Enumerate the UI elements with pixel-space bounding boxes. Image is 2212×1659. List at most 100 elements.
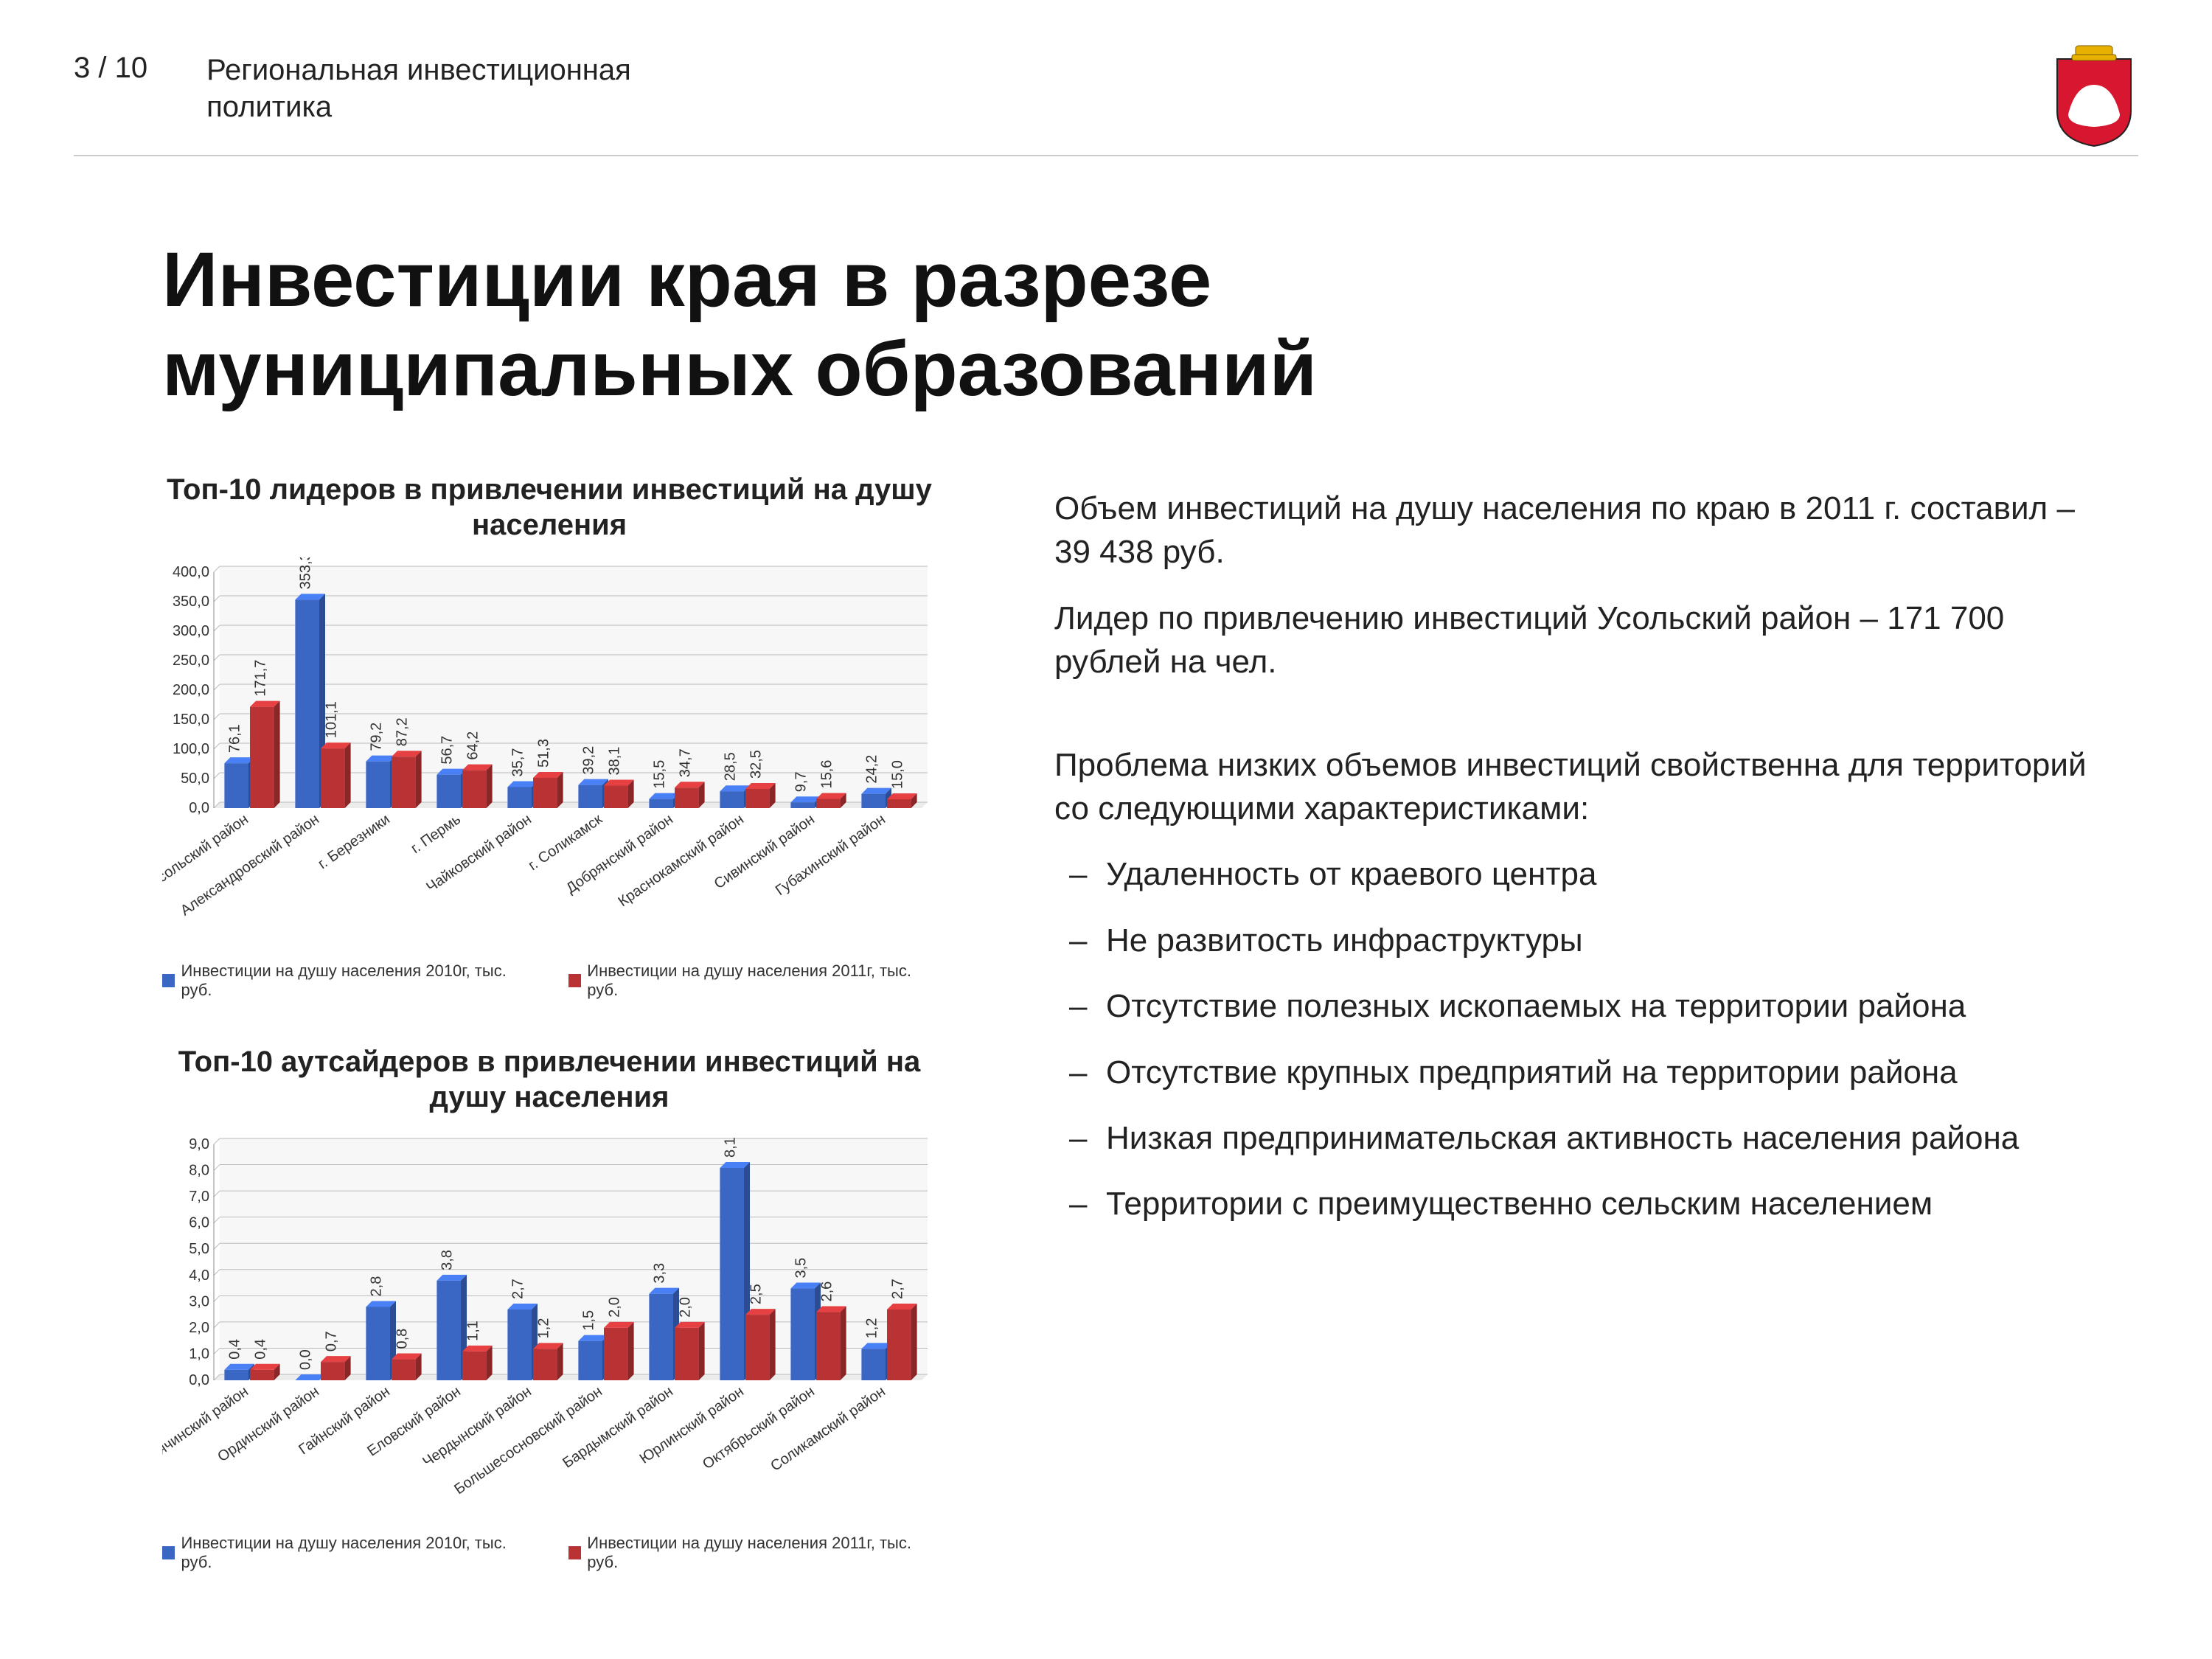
slide-title: Инвестиции края в разрезе муниципальных …: [162, 236, 1317, 414]
svg-text:Александровский район: Александровский район: [178, 811, 322, 919]
svg-text:3,8: 3,8: [439, 1250, 456, 1270]
svg-text:5,0: 5,0: [189, 1241, 209, 1257]
svg-text:2,8: 2,8: [369, 1276, 385, 1297]
svg-text:0,0: 0,0: [189, 1372, 209, 1388]
problems-list-item: Удаленность от краевого центра: [1106, 852, 2087, 896]
svg-text:39,2: 39,2: [581, 746, 597, 775]
problems-list: Удаленность от краевого центра Не развито…: [1054, 852, 2087, 1225]
svg-text:4,0: 4,0: [189, 1267, 209, 1284]
legend-swatch: [162, 974, 175, 987]
svg-text:7,0: 7,0: [189, 1189, 209, 1205]
svg-text:9,0: 9,0: [189, 1136, 209, 1152]
paragraph-1: Объем инвестиций на душу населения по кр…: [1054, 487, 2087, 574]
legend-swatch: [162, 1546, 175, 1559]
svg-text:г. Березники: г. Березники: [315, 811, 392, 872]
svg-text:2,5: 2,5: [748, 1284, 764, 1304]
problems-list-item: Низкая предпринимательская активность на…: [1106, 1116, 2087, 1160]
problems-list-item: Не развитость инфраструктуры: [1106, 919, 2087, 962]
chart-outsiders-legend: Инвестиции на душу населения 2010г, тыс.…: [162, 1534, 936, 1572]
svg-text:8,0: 8,0: [189, 1163, 209, 1179]
svg-text:51,3: 51,3: [535, 739, 552, 768]
svg-text:2,0: 2,0: [606, 1297, 622, 1318]
problems-list-item: Территории с преимущественно сельским на…: [1106, 1182, 2087, 1225]
svg-text:38,1: 38,1: [606, 747, 622, 776]
text-column: Объем инвестиций на душу населения по кр…: [1054, 487, 2087, 1248]
chart-outsiders: Топ-10 аутсайдеров в привлечении инвести…: [162, 1044, 936, 1572]
svg-text:353,3: 353,3: [298, 557, 314, 589]
svg-text:50,0: 50,0: [181, 771, 209, 787]
svg-text:0,7: 0,7: [323, 1331, 339, 1352]
svg-text:3,0: 3,0: [189, 1293, 209, 1310]
paragraph-2: Лидер по привлечению инвестиций Усольски…: [1054, 597, 2087, 684]
svg-text:2,7: 2,7: [510, 1279, 526, 1299]
chart-leaders-title: Топ-10 лидеров в привлечении инвестиций …: [162, 472, 936, 543]
svg-text:28,5: 28,5: [723, 752, 739, 781]
legend-label: Инвестиции на душу населения 2011г, тыс.…: [587, 961, 936, 1000]
svg-text:32,5: 32,5: [748, 750, 764, 779]
svg-text:350,0: 350,0: [173, 594, 209, 610]
chart-outsiders-title: Топ-10 аутсайдеров в привлечении инвести…: [162, 1044, 936, 1115]
chart-outsiders-svg: 0,0 1,0 2,0 3,0 4,0 5,0 6,0 7,0 8,0 9,0 0,4 0,4 Грем…: [162, 1130, 936, 1528]
chart-leaders-legend: Инвестиции на душу населения 2010г, тыс.…: [162, 961, 936, 1000]
svg-text:0,8: 0,8: [394, 1329, 410, 1349]
legend-item: Инвестиции на душу населения 2010г, тыс.…: [162, 1534, 532, 1572]
legend-label: Инвестиции на душу населения 2010г, тыс.…: [181, 1534, 531, 1572]
svg-text:2,0: 2,0: [189, 1320, 209, 1336]
charts-column: Топ-10 лидеров в привлечении инвестиций …: [162, 472, 936, 1616]
chart-leaders-svg: 0,0 50,0 100,0 150,0 200,0 250,0 300,0 350,0 400…: [162, 557, 936, 956]
svg-text:Соликамский район: Соликамский район: [768, 1383, 888, 1475]
problems-list-item: Отсутствие полезных ископаемых на террит…: [1106, 984, 2087, 1028]
svg-text:15,5: 15,5: [652, 760, 668, 789]
svg-text:400,0: 400,0: [173, 564, 209, 580]
slide-header: 3 / 10 Региональная инвестиционная полит…: [74, 52, 2138, 156]
svg-text:79,2: 79,2: [369, 723, 385, 751]
svg-text:1,1: 1,1: [465, 1321, 481, 1341]
svg-text:1,5: 1,5: [581, 1310, 597, 1331]
title-line-2: муниципальных образований: [162, 325, 1317, 414]
svg-text:8,1: 8,1: [723, 1137, 739, 1158]
problems-intro: Проблема низких объемов инвестиций свойс…: [1054, 743, 2087, 831]
region-crest-icon: [2050, 44, 2138, 151]
svg-text:0,0: 0,0: [189, 800, 209, 816]
page-number: 3 / 10: [74, 52, 147, 85]
svg-text:200,0: 200,0: [173, 682, 209, 698]
svg-text:1,0: 1,0: [189, 1346, 209, 1362]
legend-label: Инвестиции на душу населения 2010г, тыс.…: [181, 961, 531, 1000]
svg-text:Гремячинский район: Гремячинский район: [162, 1383, 251, 1478]
svg-text:300,0: 300,0: [173, 623, 209, 639]
svg-text:24,2: 24,2: [864, 755, 880, 784]
svg-text:1,2: 1,2: [864, 1318, 880, 1339]
svg-text:2,0: 2,0: [677, 1297, 693, 1318]
section-title: Региональная инвестиционная политика: [206, 52, 723, 125]
svg-text:35,7: 35,7: [510, 748, 526, 777]
svg-text:100,0: 100,0: [173, 741, 209, 757]
legend-swatch: [568, 1546, 581, 1559]
svg-text:76,1: 76,1: [227, 724, 243, 753]
svg-text:Краснокамский район: Краснокамский район: [615, 811, 746, 910]
svg-text:1,2: 1,2: [535, 1318, 552, 1339]
svg-text:250,0: 250,0: [173, 653, 209, 669]
svg-text:150,0: 150,0: [173, 712, 209, 728]
chart-leaders: Топ-10 лидеров в привлечении инвестиций …: [162, 472, 936, 1000]
svg-text:0,4: 0,4: [227, 1339, 243, 1360]
svg-text:3,5: 3,5: [793, 1258, 810, 1279]
svg-text:87,2: 87,2: [394, 717, 410, 746]
svg-text:56,7: 56,7: [439, 736, 456, 765]
svg-text:101,1: 101,1: [323, 701, 339, 738]
svg-text:15,0: 15,0: [889, 760, 905, 789]
legend-item: Инвестиции на душу населения 2011г, тыс.…: [568, 961, 936, 1000]
svg-text:15,6: 15,6: [818, 760, 835, 789]
svg-text:9,7: 9,7: [793, 771, 810, 792]
legend-item: Инвестиции на душу населения 2010г, тыс.…: [162, 961, 532, 1000]
svg-text:64,2: 64,2: [465, 731, 481, 760]
svg-text:3,3: 3,3: [652, 1263, 668, 1284]
svg-text:171,7: 171,7: [252, 660, 268, 697]
svg-text:0,0: 0,0: [298, 1349, 314, 1370]
svg-text:г. Пермь: г. Пермь: [408, 811, 464, 857]
svg-text:2,6: 2,6: [818, 1281, 835, 1302]
legend-swatch: [568, 974, 581, 987]
svg-text:34,7: 34,7: [677, 748, 693, 777]
svg-text:6,0: 6,0: [189, 1215, 209, 1231]
legend-item: Инвестиции на душу населения 2011г, тыс.…: [568, 1534, 936, 1572]
svg-text:0,4: 0,4: [252, 1339, 268, 1360]
